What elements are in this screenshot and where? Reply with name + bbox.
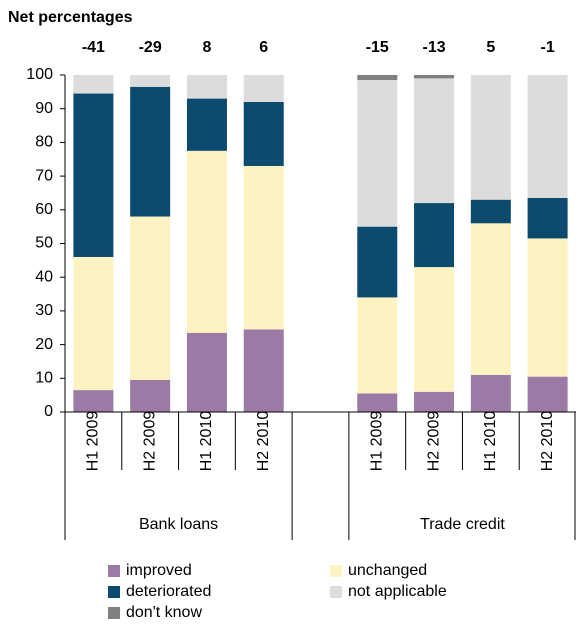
y-tick-label: 70: [35, 167, 53, 184]
bar-segment: [414, 267, 455, 392]
bar-segment: [130, 86, 171, 217]
net-value: 8: [202, 39, 211, 56]
bar-segment: [357, 80, 398, 227]
bar-segment: [73, 256, 114, 391]
bar-segment: [243, 329, 284, 412]
bar-segment: [186, 98, 227, 151]
x-tick-label: H1 2009: [85, 411, 102, 472]
bar-segment: [130, 379, 171, 412]
bar-segment: [414, 75, 455, 79]
x-tick-label: H1 2010: [482, 411, 499, 472]
x-tick-label: H1 2009: [368, 411, 385, 472]
y-tick-label: 30: [35, 302, 53, 319]
group-label: Trade credit: [420, 516, 505, 533]
net-value: -41: [82, 39, 105, 56]
legend-swatch: [108, 607, 120, 619]
net-value: -15: [366, 39, 389, 56]
y-tick-label: 10: [35, 370, 53, 387]
legend-label: improved: [126, 562, 192, 579]
x-tick-label: H2 2009: [425, 411, 442, 472]
bar-segment: [73, 75, 114, 94]
y-tick-label: 60: [35, 201, 53, 218]
bar-segment: [186, 150, 227, 333]
bar-segment: [243, 165, 284, 330]
net-value: 5: [486, 39, 495, 56]
bar-segment: [357, 297, 398, 394]
bar-segment: [186, 75, 227, 99]
net-value: -1: [540, 39, 554, 56]
net-value: -13: [422, 39, 445, 56]
bar-segment: [357, 393, 398, 412]
bar-segment: [414, 78, 455, 204]
bar-segment: [357, 226, 398, 298]
bar-segment: [527, 238, 568, 377]
y-tick-label: 90: [35, 100, 53, 117]
y-tick-label: 0: [44, 403, 53, 420]
net-value: 6: [259, 39, 268, 56]
legend-label: unchanged: [348, 562, 427, 579]
x-tick-label: H2 2010: [255, 411, 272, 472]
bar-segment: [470, 374, 511, 412]
bar-segment: [357, 75, 398, 81]
legend-swatch: [330, 586, 342, 598]
y-tick-label: 80: [35, 134, 53, 151]
bar-segment: [130, 75, 171, 87]
y-tick-label: 50: [35, 235, 53, 252]
bar-segment: [527, 75, 568, 199]
x-tick-label: H2 2009: [141, 411, 158, 472]
legend-label: not applicable: [348, 583, 447, 600]
y-tick-label: 40: [35, 268, 53, 285]
bar-segment: [527, 198, 568, 239]
legend-swatch: [330, 565, 342, 577]
y-tick-label: 100: [26, 66, 53, 83]
chart-title: Net percentages: [8, 9, 133, 26]
legend-label: don't know: [126, 604, 202, 621]
bar-segment: [73, 93, 114, 257]
bar-segment: [130, 216, 171, 380]
group-label: Bank loans: [139, 516, 218, 533]
bar-segment: [414, 203, 455, 268]
x-tick-label: H1 2010: [198, 411, 215, 472]
legend-label: deteriorated: [126, 583, 211, 600]
bar-segment: [527, 376, 568, 412]
legend-swatch: [108, 586, 120, 598]
bar-segment: [243, 75, 284, 102]
bar-segment: [470, 75, 511, 200]
bar-segment: [470, 223, 511, 375]
bar-segment: [73, 390, 114, 412]
bar-segment: [186, 332, 227, 412]
y-tick-label: 20: [35, 336, 53, 353]
bar-segment: [414, 391, 455, 412]
net-value: -29: [139, 39, 162, 56]
legend-swatch: [108, 565, 120, 577]
bar-segment: [243, 101, 284, 166]
bar-segment: [470, 199, 511, 224]
x-tick-label: H2 2010: [539, 411, 556, 472]
